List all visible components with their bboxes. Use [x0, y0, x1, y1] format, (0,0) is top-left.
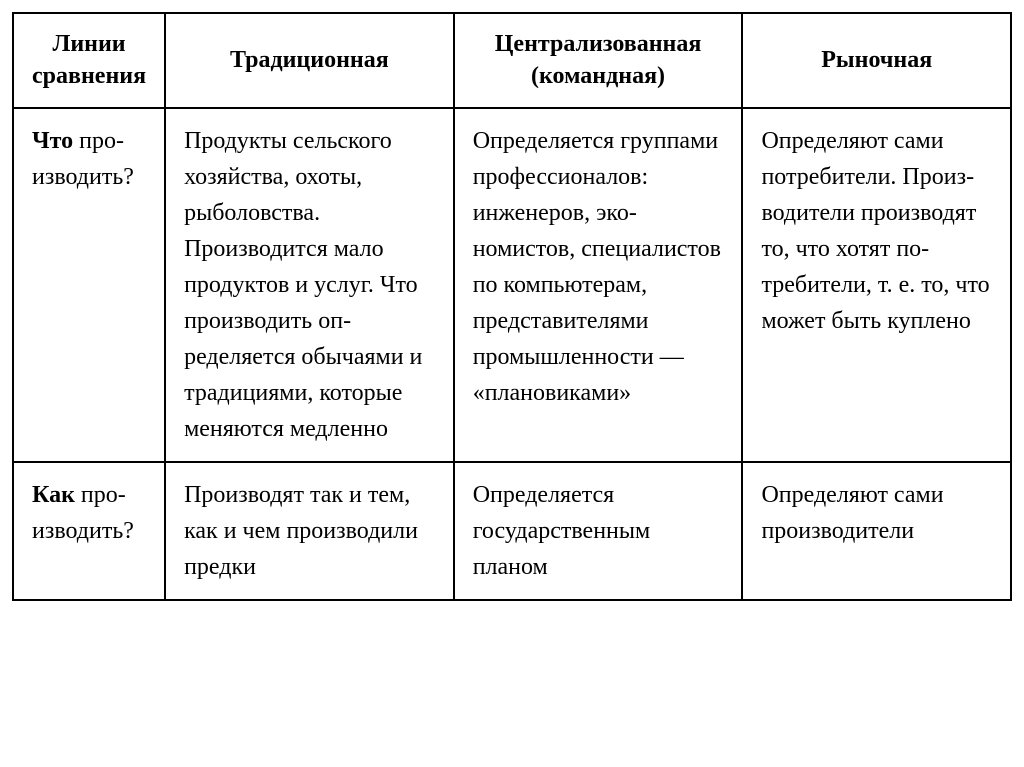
cell-what-market: Определяют сами потреби­тели. Произ­води…	[742, 108, 1011, 462]
cell-how-traditional: Производят так и тем, как и чем производ…	[165, 462, 454, 600]
header-traditional: Традиционная	[165, 13, 454, 108]
header-centralized: Централизован­ная (командная)	[454, 13, 743, 108]
table-row: Что про­изводить? Продукты сель­ского хо…	[13, 108, 1011, 462]
row-label-bold: Что	[32, 128, 73, 154]
cell-what-centralized: Определяется группами про­фессионалов: и…	[454, 108, 743, 462]
header-comparison-lines: Линии сравнения	[13, 13, 165, 108]
table-row: Как про­изводить? Производят так и тем, …	[13, 462, 1011, 600]
comparison-table: Линии сравнения Традиционная Централизов…	[12, 12, 1012, 601]
cell-how-market: Определяют сами произво­дители	[742, 462, 1011, 600]
row-label-bold: Как	[32, 482, 75, 508]
row-label-how: Как про­изводить?	[13, 462, 165, 600]
table-header-row: Линии сравнения Традиционная Централизов…	[13, 13, 1011, 108]
row-label-what: Что про­изводить?	[13, 108, 165, 462]
cell-how-centralized: Определяется государствен­ным планом	[454, 462, 743, 600]
cell-what-traditional: Продукты сель­ского хозяйства, охоты, ры…	[165, 108, 454, 462]
header-market: Рыночная	[742, 13, 1011, 108]
